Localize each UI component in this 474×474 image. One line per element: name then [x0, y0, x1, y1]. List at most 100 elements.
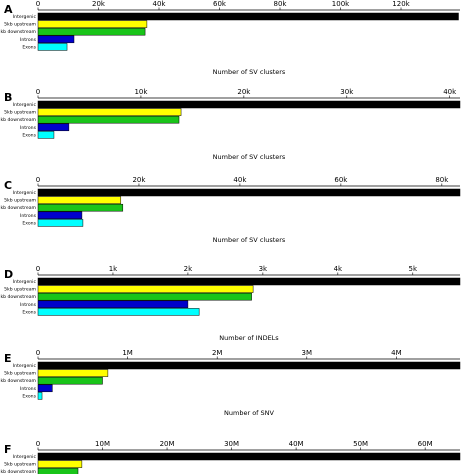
x-tick-label: 50M [353, 440, 368, 448]
category-label: 5kb downstream [0, 378, 37, 384]
x-tick-label: 10k [134, 88, 148, 96]
bar [37, 188, 461, 197]
x-tick-label: 60k [213, 0, 227, 8]
x-tick-label: 1M [122, 349, 133, 357]
panel-label: C [4, 179, 12, 192]
bar [37, 219, 84, 227]
x-tick-label: 20M [160, 440, 175, 448]
x-tick-label: 4M [391, 349, 402, 357]
x-tick-label: 3M [302, 349, 313, 357]
bar [37, 123, 70, 132]
x-tick-label: 4k [334, 265, 343, 273]
x-tick-label: 60k [334, 176, 348, 184]
x-tick-label: 20k [92, 0, 106, 8]
x-tick-label: 0 [36, 0, 40, 8]
bar [37, 467, 79, 474]
bar [37, 27, 146, 36]
x-axis-label: Number of SV clusters [213, 236, 286, 244]
bar [37, 12, 459, 21]
category-label: Introns [20, 386, 37, 392]
category-label: Introns [20, 213, 37, 219]
bar [37, 196, 122, 204]
bar [37, 384, 53, 393]
x-tick-label: 40M [289, 440, 304, 448]
x-tick-label: 0 [36, 88, 40, 96]
category-label: Introns [20, 125, 37, 131]
category-label: 5kb downstream [0, 117, 37, 123]
bar [37, 376, 103, 385]
bar [37, 460, 83, 468]
x-tick-label: 0 [36, 440, 40, 448]
x-tick-label: 3k [259, 265, 268, 273]
panel-label: F [4, 443, 12, 456]
category-label: 5kb upstream [4, 198, 36, 204]
x-tick-label: 30M [224, 440, 239, 448]
x-tick-label: 5k [409, 265, 418, 273]
bar [37, 211, 83, 220]
x-tick-label: 80k [274, 0, 288, 8]
category-label: 5kb upstream [4, 22, 36, 28]
category-label: Intergenic [13, 454, 37, 460]
category-label: 5kb upstream [4, 462, 36, 468]
x-tick-label: 2M [212, 349, 223, 357]
bar [37, 131, 55, 139]
x-tick-label: 80k [435, 176, 449, 184]
category-label: Intergenic [13, 14, 37, 20]
x-axis-label: Number of SNV [224, 409, 274, 417]
bar [37, 100, 461, 109]
bar [37, 369, 109, 377]
panel-label: E [4, 352, 12, 365]
x-tick-label: 100k [332, 0, 350, 8]
x-tick-label: 2k [184, 265, 193, 273]
x-tick-label: 20k [132, 176, 146, 184]
category-label: 5kb downstream [0, 294, 37, 300]
x-tick-label: 30k [340, 88, 354, 96]
x-axis-label: Number of SV clusters [213, 153, 286, 161]
category-label: Introns [20, 302, 37, 308]
category-label: Exons [22, 393, 36, 399]
bar [37, 292, 252, 301]
category-label: Intergenic [13, 363, 37, 369]
category-label: Exons [22, 44, 36, 50]
x-tick-label: 40k [443, 88, 457, 96]
bar [37, 115, 180, 124]
panel-label: A [4, 3, 13, 16]
category-label: 5kb upstream [4, 371, 36, 377]
x-tick-label: 60M [418, 440, 433, 448]
bar [37, 308, 200, 316]
category-label: 5kb upstream [4, 110, 36, 116]
category-label: 5kb downstream [0, 29, 37, 35]
bar [37, 43, 68, 51]
bar [37, 285, 254, 293]
bar [37, 108, 182, 116]
x-tick-label: 0 [36, 265, 40, 273]
bar [37, 20, 148, 28]
x-tick-label: 0 [36, 176, 40, 184]
bar [37, 277, 461, 286]
category-label: Intergenic [13, 279, 37, 285]
category-label: Intergenic [13, 102, 37, 108]
category-label: 5kb upstream [4, 287, 36, 293]
x-tick-label: 10M [95, 440, 110, 448]
x-tick-label: 20k [237, 88, 251, 96]
bar [37, 392, 43, 400]
panel-label: D [4, 268, 13, 281]
category-label: Exons [22, 132, 36, 138]
category-label: Exons [22, 220, 36, 226]
x-tick-label: 0 [36, 349, 40, 357]
x-tick-label: 1k [109, 265, 118, 273]
category-label: Intergenic [13, 190, 37, 196]
panel-label: B [4, 91, 12, 104]
category-label: Introns [20, 37, 37, 43]
category-label: 5kb downstream [0, 205, 37, 211]
category-label: Exons [22, 309, 36, 315]
bar [37, 300, 189, 309]
bar [37, 203, 124, 212]
x-axis-label: Number of SV clusters [213, 68, 286, 76]
category-label: 5kb downstream [0, 469, 37, 474]
bar [37, 35, 75, 44]
x-tick-label: 40k [233, 176, 247, 184]
x-tick-label: 120k [392, 0, 410, 8]
